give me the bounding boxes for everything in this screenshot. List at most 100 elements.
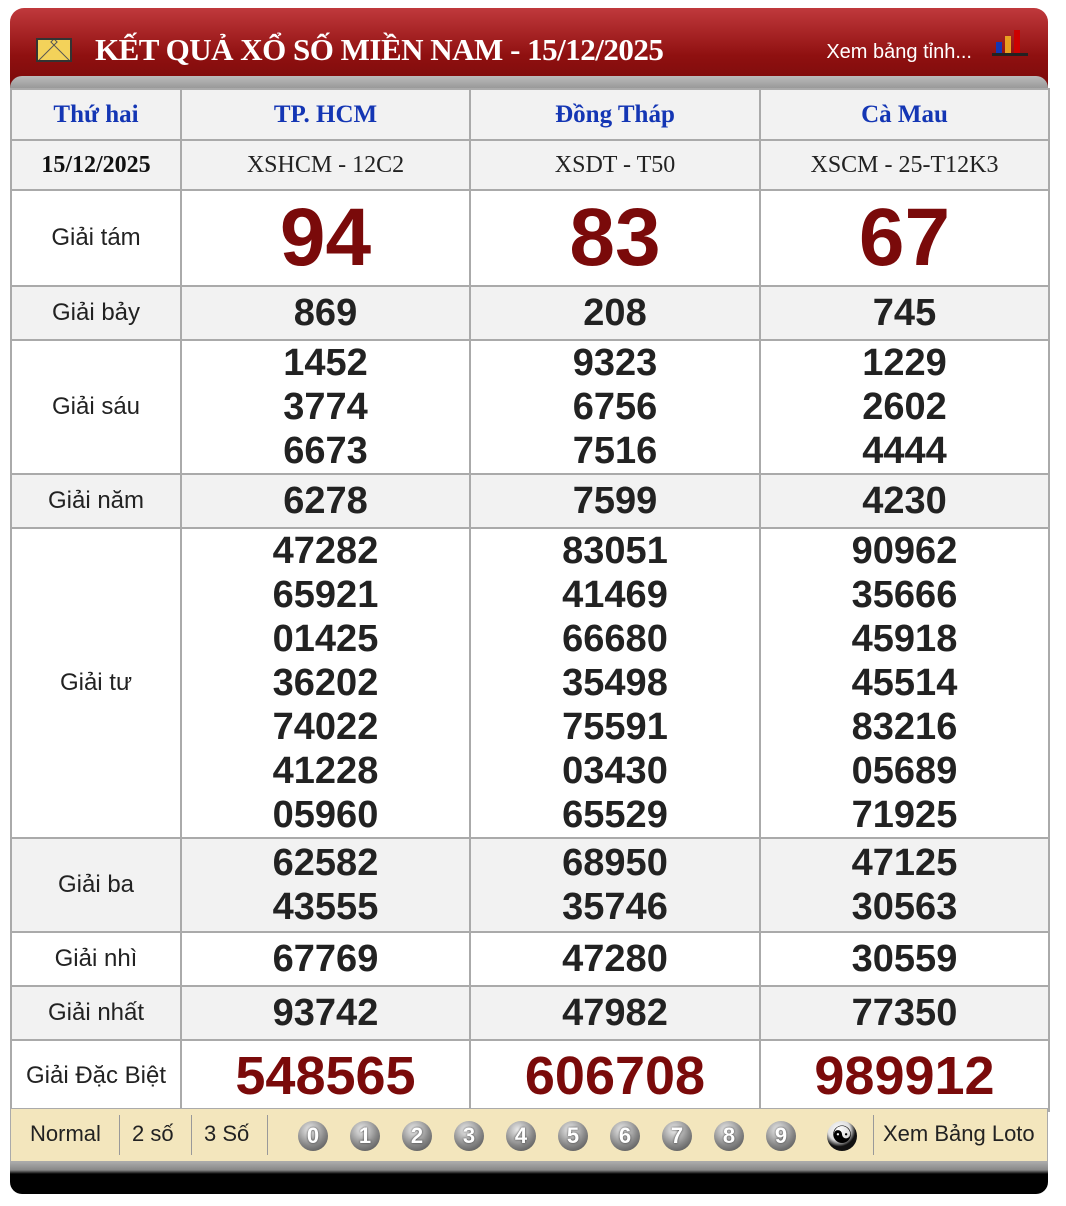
prize-label: Giải nhì <box>10 931 182 987</box>
prize-cell: 67769 <box>180 931 471 987</box>
province-name[interactable]: TP. HCM <box>180 88 471 141</box>
prize-row: Giải nhất 93742 47982 77350 <box>10 985 1050 1041</box>
prize-number: 62582 <box>272 842 379 884</box>
prize-number: 3774 <box>283 386 368 428</box>
prize-number: 30563 <box>851 886 958 928</box>
prize-number: 2602 <box>862 386 947 428</box>
bar-chart-icon[interactable] <box>992 28 1028 56</box>
prize-number: 606708 <box>524 1045 706 1106</box>
prize-cell: 68950 35746 <box>469 837 761 933</box>
prize-cell: 1229 2602 4444 <box>759 339 1050 475</box>
yin-yang-icon[interactable]: ☯ <box>827 1121 857 1151</box>
prize-cell: 989912 <box>759 1039 1050 1112</box>
digit-ball-5[interactable]: 5 <box>558 1121 588 1151</box>
day-of-week: Thứ hai <box>10 88 182 141</box>
prize-cell: 77350 <box>759 985 1050 1041</box>
divider <box>873 1115 874 1155</box>
prize-number: 35498 <box>562 662 668 704</box>
prize-number: 43555 <box>272 886 379 928</box>
results-table: Thứ hai TP. HCM Đồng Tháp Cà Mau 15/12/2025 X… <box>10 88 1050 1112</box>
prize-number: 45918 <box>851 618 958 660</box>
prize-cell: 47125 30563 <box>759 837 1050 933</box>
digit-ball-0[interactable]: 0 <box>298 1121 328 1151</box>
digit-ball-8[interactable]: 8 <box>714 1121 744 1151</box>
prize-number: 90962 <box>851 530 958 572</box>
prize-number: 68950 <box>562 842 668 884</box>
prize-number: 6756 <box>572 386 658 428</box>
prize-cell: 9323 6756 7516 <box>469 339 761 475</box>
prize-row: Giải nhì 67769 47280 30559 <box>10 931 1050 987</box>
prize-number: 47982 <box>562 992 668 1034</box>
prize-number: 75591 <box>562 706 668 748</box>
digit-ball-2[interactable]: 2 <box>402 1121 432 1151</box>
prize-cell: 6278 <box>180 473 471 529</box>
prize-number: 83051 <box>562 530 668 572</box>
view-loto-table-button[interactable]: Xem Bảng Loto <box>883 1121 1035 1146</box>
prize-number: 94 <box>279 192 372 283</box>
prize-number: 05960 <box>272 794 379 836</box>
draw-code: XSHCM - 12C2 <box>180 139 471 191</box>
prize-number: 66680 <box>562 618 668 660</box>
prize-number: 77350 <box>851 992 958 1034</box>
prize-cell: 83 <box>469 189 761 287</box>
prize-row: Giải tám 94 83 67 <box>10 189 1050 287</box>
province-header-row: Thứ hai TP. HCM Đồng Tháp Cà Mau <box>10 88 1050 141</box>
prize-label: Giải ba <box>10 837 182 933</box>
bottom-bar <box>10 1162 1048 1194</box>
prize-number: 208 <box>583 292 647 334</box>
prize-number: 548565 <box>235 1045 416 1106</box>
prize-label: Giải bảy <box>10 285 182 341</box>
prize-cell: 30559 <box>759 931 1050 987</box>
prize-number: 65921 <box>272 574 379 616</box>
prize-number: 1452 <box>283 342 368 384</box>
prize-cell: 47280 <box>469 931 761 987</box>
prize-number: 67769 <box>272 938 379 980</box>
prize-label: Giải Đặc Biệt <box>10 1039 182 1112</box>
prize-cell: 869 <box>180 285 471 341</box>
page-title: KẾT QUẢ XỔ SỐ MIỀN NAM - 15/12/2025 <box>95 32 664 67</box>
digit-ball-6[interactable]: 6 <box>610 1121 640 1151</box>
prize-cell: 208 <box>469 285 761 341</box>
prize-number: 4230 <box>862 480 947 522</box>
prize-number: 35746 <box>562 886 668 928</box>
prize-number: 7599 <box>572 480 658 522</box>
digit-ball-4[interactable]: 4 <box>506 1121 536 1151</box>
normal-button[interactable]: Normal <box>30 1121 101 1146</box>
prize-cell: 7599 <box>469 473 761 529</box>
province-name[interactable]: Đồng Tháp <box>469 88 761 141</box>
province-name[interactable]: Cà Mau <box>759 88 1050 141</box>
prize-number: 01425 <box>272 618 379 660</box>
prize-number: 41469 <box>562 574 668 616</box>
prize-row: Giải ba 62582 43555 68950 35746 47125 30563 <box>10 837 1050 933</box>
prize-number: 71925 <box>851 794 958 836</box>
prize-number: 93742 <box>272 992 379 1034</box>
prize-cell: 548565 <box>180 1039 471 1112</box>
prize-row: Giải bảy 869 208 745 <box>10 285 1050 341</box>
prize-number: 67 <box>858 192 951 283</box>
divider <box>191 1115 192 1155</box>
prize-number: 47280 <box>562 938 668 980</box>
prize-label: Giải năm <box>10 473 182 529</box>
prize-cell: 47282 65921 01425 36202 74022 41228 05960 <box>180 527 471 839</box>
prize-row: Giải Đặc Biệt 548565 606708 989912 <box>10 1039 1050 1112</box>
prize-number: 05689 <box>851 750 958 792</box>
prize-cell: 4230 <box>759 473 1050 529</box>
prize-number: 6278 <box>283 480 368 522</box>
two-digit-button[interactable]: 2 số <box>132 1121 174 1146</box>
prize-label: Giải sáu <box>10 339 182 475</box>
digit-ball-1[interactable]: 1 <box>350 1121 380 1151</box>
prize-number: 869 <box>293 292 358 334</box>
prize-number: 745 <box>872 292 937 334</box>
prize-number: 74022 <box>272 706 379 748</box>
prize-cell: 83051 41469 66680 35498 75591 03430 65529 <box>469 527 761 839</box>
digit-ball-3[interactable]: 3 <box>454 1121 484 1151</box>
digit-ball-7[interactable]: 7 <box>662 1121 692 1151</box>
prize-number: 65529 <box>562 794 668 836</box>
draw-code: XSDT - T50 <box>469 139 761 191</box>
digit-ball-9[interactable]: 9 <box>766 1121 796 1151</box>
prize-number: 41228 <box>272 750 379 792</box>
prize-cell: 745 <box>759 285 1050 341</box>
three-digit-button[interactable]: 3 Số <box>204 1121 250 1146</box>
view-province-table-link[interactable]: Xem bảng tỉnh... <box>826 41 972 63</box>
